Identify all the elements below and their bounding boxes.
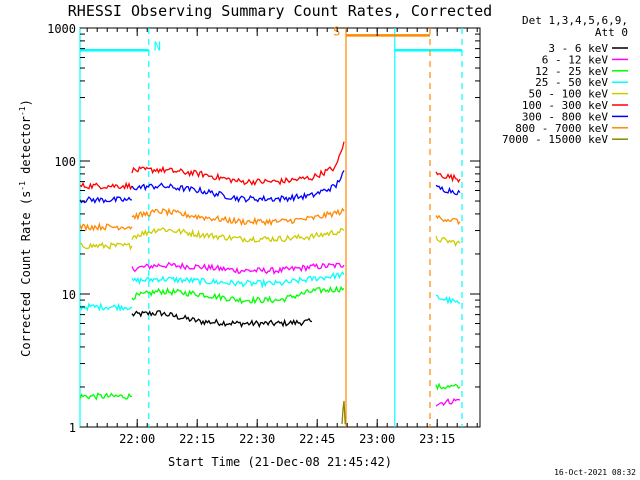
legend-entry-label: 7000 - 15000 keV <box>502 133 608 146</box>
x-tick-label: 23:00 <box>359 432 395 446</box>
series-line <box>435 236 461 248</box>
series-line <box>131 271 345 289</box>
y-axis-label-sup1: -1 <box>18 181 27 191</box>
legend-header-line1: Det 1,3,4,5,6,9, <box>522 14 628 27</box>
series-line <box>435 382 461 391</box>
series-line <box>131 310 313 329</box>
x-tick-label: 22:00 <box>119 432 155 446</box>
y-tick-label: 10 <box>62 288 76 302</box>
x-tick-label: 22:15 <box>179 432 215 446</box>
series-line <box>79 392 132 401</box>
series-line <box>341 400 346 425</box>
y-axis-label-mid: detector <box>19 116 33 181</box>
series-line <box>131 261 345 275</box>
axis-layer: 22:00 22:15 22:30 22:45 23:00 23:15 1000 100 10 1 <box>47 22 480 446</box>
series-line <box>435 214 461 226</box>
y-axis-label-main: Corrected Count Rate (s <box>19 191 33 357</box>
x-tick-label: 23:15 <box>419 432 455 446</box>
y-axis-label-sup2: -1 <box>18 106 27 116</box>
series-layer <box>79 141 461 425</box>
x-tick-label: 22:45 <box>299 432 335 446</box>
series-line <box>79 181 133 191</box>
legend-entry-label: 12 - 25 keV <box>535 65 608 78</box>
y-axis-label-end: ) <box>19 99 33 106</box>
y-tick-label: 1000 <box>47 22 76 36</box>
y-tick-label: 100 <box>54 155 76 169</box>
y-tick-label: 1 <box>69 421 76 435</box>
plot-frame <box>79 27 481 428</box>
series-line <box>131 170 345 204</box>
footer-timestamp: 16-Oct-2021 08:32 <box>554 468 636 477</box>
legend-entry-label: 3 - 6 keV <box>548 42 608 55</box>
chart-title: RHESSI Observing Summary Count Rates, Co… <box>68 2 492 20</box>
series-line <box>435 294 461 305</box>
y-axis-label: Corrected Count Rate (s-1 detector-1) <box>18 99 33 357</box>
series-line <box>435 171 461 184</box>
series-line <box>79 196 133 204</box>
series-line <box>435 184 461 196</box>
legend-header-line2: Att 0 <box>595 26 628 39</box>
annotation-layer: NS <box>79 24 463 427</box>
series-line <box>131 207 345 227</box>
legend-entry-label: 6 - 12 keV <box>542 53 609 66</box>
series-line <box>79 302 133 312</box>
legend-entry-label: 25 - 50 keV <box>535 76 608 89</box>
x-axis-label: Start Time (21-Dec-08 21:45:42) <box>168 455 392 469</box>
annotation-label: S <box>333 24 340 38</box>
series-line <box>131 285 345 305</box>
legend-entry-label: 50 - 100 keV <box>529 88 609 101</box>
series-line <box>79 221 133 232</box>
series-line <box>131 141 345 187</box>
x-tick-label: 22:30 <box>239 432 275 446</box>
series-line <box>131 227 345 244</box>
legend-entry-label: 300 - 800 keV <box>522 110 608 123</box>
legend-entry-label: 100 - 300 keV <box>522 99 608 112</box>
series-line <box>435 397 461 407</box>
legend-entry-label: 800 - 7000 keV <box>515 122 608 135</box>
annotation-label: N <box>154 39 161 53</box>
series-line <box>79 241 133 251</box>
